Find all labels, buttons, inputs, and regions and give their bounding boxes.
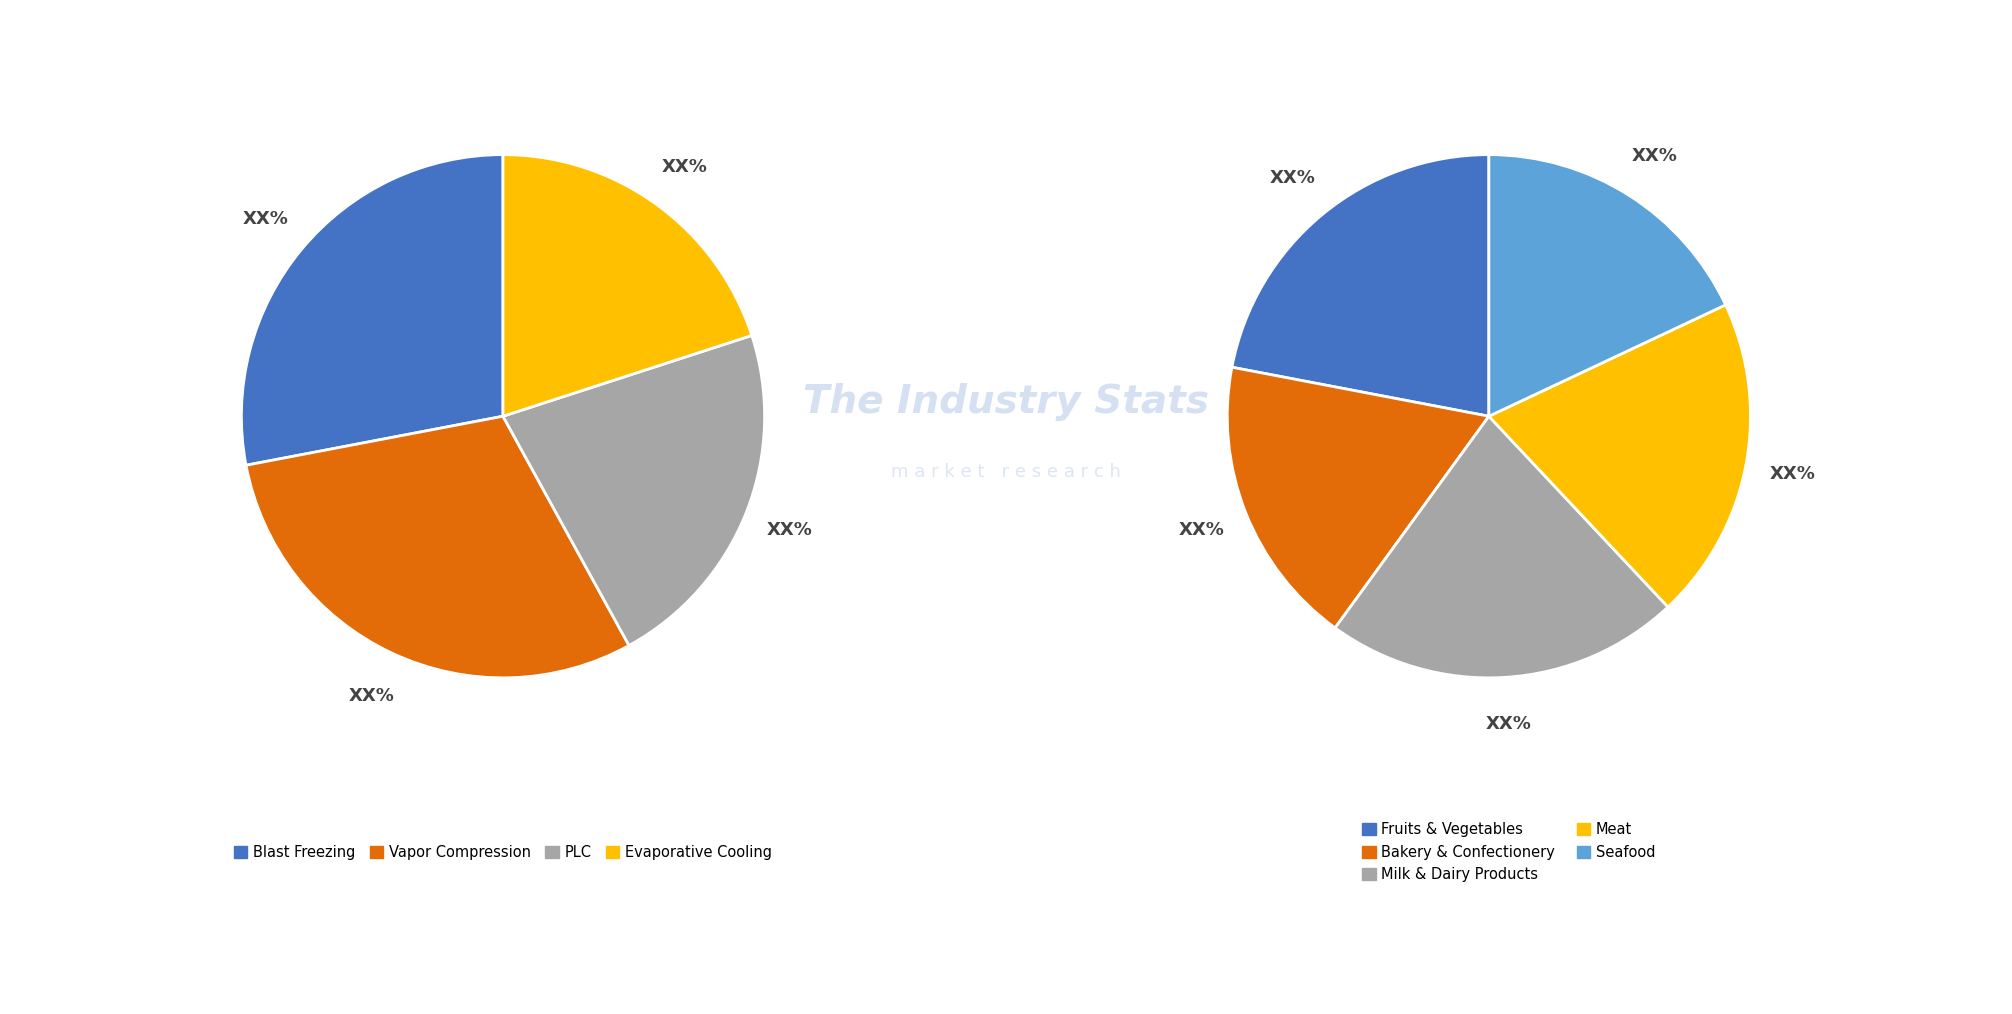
Text: Source: Theindustrystats Analysis: Source: Theindustrystats Analysis	[20, 973, 314, 989]
Text: Website: www.theindustrystats.com: Website: www.theindustrystats.com	[1680, 973, 1992, 989]
Text: m a r k e t   r e s e a r c h: m a r k e t r e s e a r c h	[891, 462, 1121, 481]
Text: XX%: XX%	[348, 686, 394, 705]
Text: XX%: XX%	[1270, 169, 1316, 188]
Text: Email: sales@theindustrystats.com: Email: sales@theindustrystats.com	[855, 973, 1157, 989]
Text: XX%: XX%	[1769, 465, 1815, 483]
Legend: Fruits & Vegetables, Bakery & Confectionery, Milk & Dairy Products, Meat, Seafoo: Fruits & Vegetables, Bakery & Confection…	[1356, 816, 1662, 888]
Wedge shape	[241, 154, 503, 465]
Text: XX%: XX%	[662, 157, 708, 175]
Text: XX%: XX%	[1632, 147, 1678, 164]
Legend: Blast Freezing, Vapor Compression, PLC, Evaporative Cooling: Blast Freezing, Vapor Compression, PLC, …	[227, 839, 779, 866]
Text: The Industry Stats: The Industry Stats	[803, 383, 1209, 422]
Wedge shape	[1489, 154, 1726, 417]
Text: XX%: XX%	[1485, 715, 1531, 733]
Text: XX%: XX%	[241, 211, 288, 228]
Wedge shape	[1227, 367, 1489, 628]
Text: Fig. Global Refrigerated Warehousing Market Share by Product Types & Application: Fig. Global Refrigerated Warehousing Mar…	[20, 40, 1070, 59]
Wedge shape	[1489, 305, 1750, 607]
Wedge shape	[503, 336, 765, 646]
Text: XX%: XX%	[1179, 521, 1225, 538]
Wedge shape	[1231, 154, 1489, 417]
Wedge shape	[503, 154, 752, 417]
Wedge shape	[245, 417, 630, 677]
Text: XX%: XX%	[767, 521, 813, 538]
Wedge shape	[1336, 417, 1668, 677]
